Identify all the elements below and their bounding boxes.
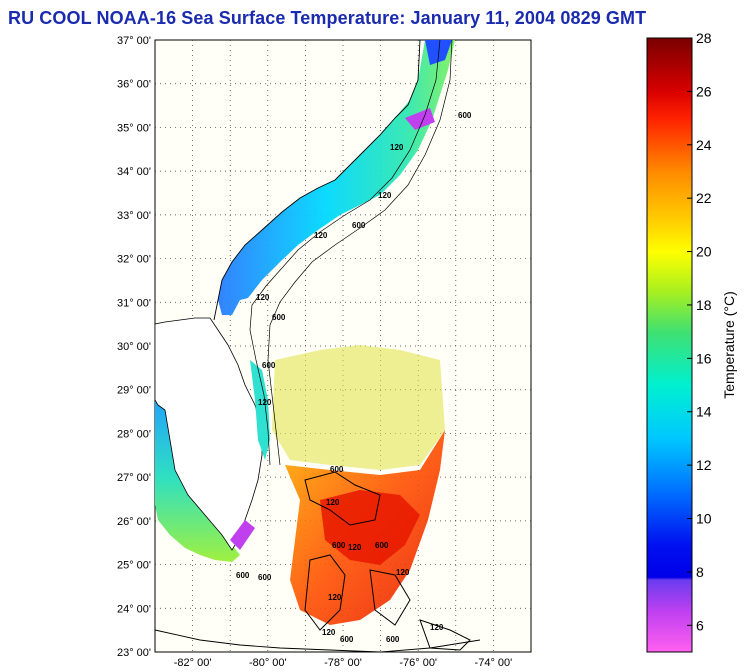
contour-label: 120 <box>326 498 340 507</box>
shelf-water-band <box>218 40 455 315</box>
latitude-label: 29° 00' <box>117 385 151 397</box>
contour-label: 600 <box>340 635 354 644</box>
contour-label: 120 <box>256 293 270 302</box>
contour-label: 120 <box>396 568 410 577</box>
latitude-label: 37° 00' <box>117 35 151 47</box>
isobath-120 <box>249 39 441 466</box>
colorbar-tick-label: 6 <box>696 617 704 633</box>
latitude-labels: 37° 00' 36° 00' 35° 00' 34° 00' 33° 00' 32° 0… <box>117 35 151 659</box>
colorbar-tick-label: 24 <box>696 137 712 153</box>
colorbar-tick-label: 20 <box>696 244 712 260</box>
longitude-label: -80° 00' <box>249 657 287 669</box>
latitude-label: 28° 00' <box>117 428 151 440</box>
us-coastline <box>213 39 421 321</box>
bahamas-red-core <box>320 490 420 565</box>
contour-label: 120 <box>328 593 342 602</box>
longitude-labels: -82° 00' -80° 00' -78° 00' -76° 00' -74° 00' <box>174 657 513 669</box>
contour-label: 600 <box>236 571 250 580</box>
contour-label: 120 <box>322 628 336 637</box>
latitude-label: 36° 00' <box>117 79 151 91</box>
latitude-label: 25° 00' <box>117 560 151 572</box>
colorbar-ticks: 28 26 24 22 20 18 16 14 12 10 8 6 <box>687 30 712 633</box>
longitude-label: -78° 00' <box>324 657 362 669</box>
contour-label: 600 <box>386 635 400 644</box>
contour-label: 600 <box>332 541 346 550</box>
contour-label: 120 <box>258 398 272 407</box>
isobath-600 <box>267 39 453 466</box>
contour-label: 600 <box>375 541 389 550</box>
cuba-outline <box>154 629 481 653</box>
latitude-label: 32° 00' <box>117 254 151 266</box>
latitude-label: 31° 00' <box>117 297 151 309</box>
colorbar-tick-label: 12 <box>696 457 712 473</box>
colorbar-tick-label: 8 <box>696 564 704 580</box>
florida-east-patch <box>250 360 270 460</box>
colorbar-gradient <box>646 37 693 653</box>
florida-keys-patch <box>230 520 255 550</box>
latitude-label: 26° 00' <box>117 516 151 528</box>
contour-labels: 6001201206001206001206001206001206001206… <box>236 111 472 644</box>
map-title: RU COOL NOAA-16 Sea Surface Temperature:… <box>8 8 647 28</box>
latitude-label: 34° 00' <box>117 166 151 178</box>
colorbar-tick-label: 28 <box>696 30 712 46</box>
bahamas-outline <box>304 471 471 651</box>
contour-label: 120 <box>430 623 444 632</box>
latitude-label: 24° 00' <box>117 603 151 615</box>
contour-label: 600 <box>272 313 286 322</box>
latitude-label: 35° 00' <box>117 122 151 134</box>
latitude-label: 27° 00' <box>117 472 151 484</box>
latitude-label: 33° 00' <box>117 210 151 222</box>
colorbar-tick-label: 22 <box>696 190 712 206</box>
longitude-label: -74° 00' <box>475 657 513 669</box>
contour-label: 120 <box>314 231 328 240</box>
contour-label: 600 <box>458 111 472 120</box>
colorbar-tick-label: 26 <box>696 83 712 99</box>
cold-patch-hatteras <box>405 108 435 130</box>
colorbar-tick-label: 10 <box>696 511 712 527</box>
contour-label: 120 <box>390 143 404 152</box>
contour-label: 600 <box>330 465 344 474</box>
colorbar-title: Temperature (°C) <box>721 291 737 399</box>
colorbar-tick-label: 18 <box>696 297 712 313</box>
longitude-label: -76° 00' <box>399 657 437 669</box>
contour-label: 120 <box>348 543 362 552</box>
colorbar-tick-label: 16 <box>696 350 712 366</box>
contour-label: 600 <box>262 361 276 370</box>
latitude-label: 30° 00' <box>117 341 151 353</box>
colorbar-tick-label: 14 <box>696 404 712 420</box>
latitude-label: 23° 00' <box>117 647 151 659</box>
contour-label: 600 <box>352 221 366 230</box>
contour-label: 600 <box>258 573 272 582</box>
speckled-data-region <box>272 345 445 470</box>
longitude-label: -82° 00' <box>174 657 212 669</box>
contour-label: 120 <box>378 191 392 200</box>
